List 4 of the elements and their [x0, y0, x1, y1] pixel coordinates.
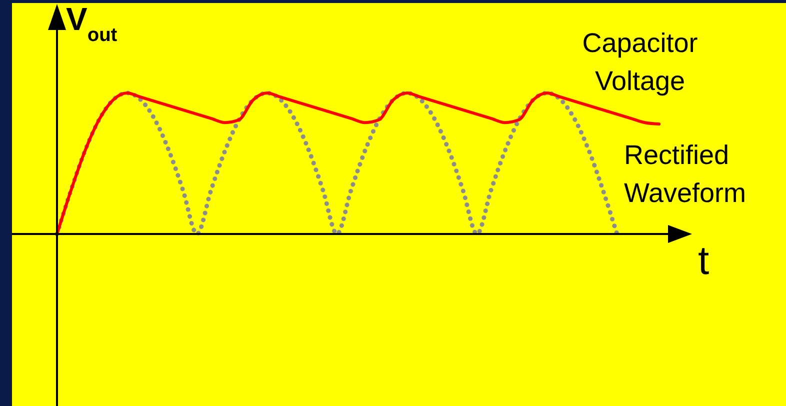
x-axis-title: t — [698, 239, 710, 283]
series-label: Capacitor Voltage — [582, 28, 698, 96]
y-axis-title: V$_{out}$ — [66, 1, 118, 46]
series-label: Rectified Waveform — [624, 140, 746, 208]
